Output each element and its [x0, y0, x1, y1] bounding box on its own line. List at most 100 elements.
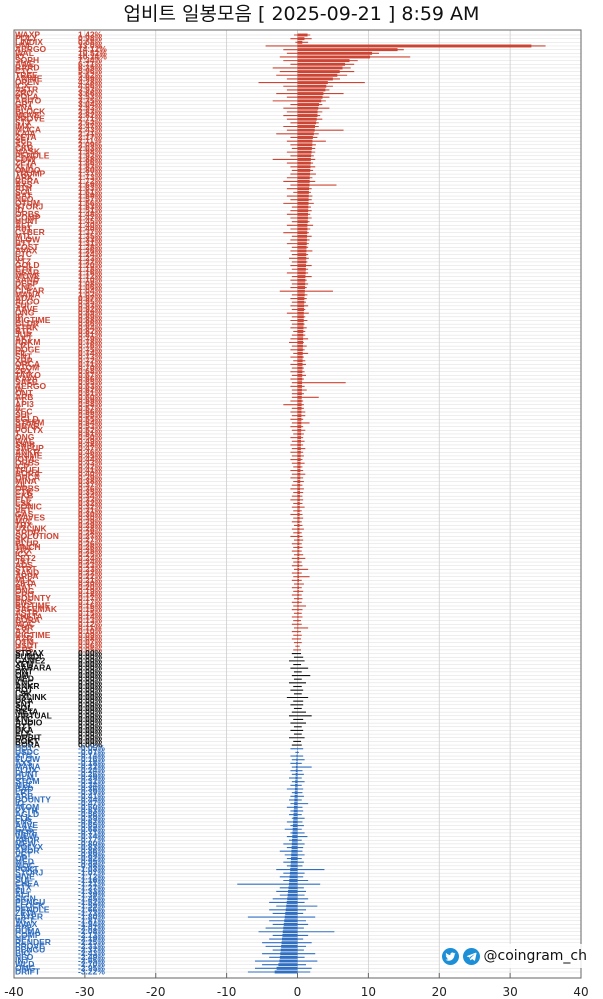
change-bar — [297, 147, 312, 150]
change-bar — [297, 436, 302, 440]
change-bar — [297, 395, 302, 399]
coin-name-label: ARDR — [15, 835, 40, 845]
coin-change-label: -0.62% — [78, 816, 105, 826]
change-bar — [297, 560, 300, 564]
coin-change-label: 1.53% — [78, 202, 103, 212]
coin-name-label: RENDER — [15, 937, 51, 947]
coin-change-label: 0.14% — [78, 611, 103, 621]
change-bar — [297, 37, 305, 41]
coin-name-label: PEPE — [15, 827, 38, 837]
change-bar — [297, 95, 323, 99]
coin-name-label: STEEM — [15, 417, 44, 427]
coin-name-label: WAVES — [15, 513, 45, 523]
change-bar — [297, 238, 307, 242]
coin-name-label: MLK — [15, 575, 34, 585]
coin-name-label: XEC — [15, 406, 32, 416]
coin-name-label: SIGN — [15, 893, 36, 903]
change-bar — [297, 289, 305, 293]
coin-change-label: -1.59% — [78, 901, 105, 911]
coin-name-label: OPEN — [15, 77, 39, 87]
change-bar — [297, 59, 350, 63]
coin-change-label: 0.24% — [78, 557, 103, 567]
coin-change-label: 1.20% — [78, 260, 103, 270]
coin-change-label: 1.56% — [78, 198, 103, 208]
change-bar — [297, 362, 303, 366]
change-bar — [293, 820, 298, 824]
coin-name-label: BIGTIME — [15, 630, 51, 640]
change-bar — [297, 428, 302, 432]
coin-name-label: ARDR — [15, 846, 40, 856]
change-bar — [297, 223, 308, 227]
change-bar — [295, 783, 298, 787]
coin-change-label: 0.28% — [78, 527, 103, 537]
change-bar — [297, 264, 307, 268]
change-bar — [295, 772, 298, 776]
change-bar — [297, 220, 308, 224]
coin-change-label: 0.82% — [78, 326, 103, 336]
change-bar — [297, 622, 299, 626]
coin-change-label: 0.34% — [78, 491, 103, 501]
coin-change-label: -2.13% — [78, 930, 105, 940]
coin-name-label: AERGO — [15, 44, 47, 54]
coin-name-label: CTC — [15, 66, 32, 76]
coin-name-label: SAFEMAK — [15, 604, 58, 614]
change-bar — [291, 846, 298, 850]
change-bar — [297, 509, 300, 513]
change-bar — [297, 355, 303, 359]
coin-name-label: BARD — [15, 62, 40, 72]
coin-name-label: SUI — [15, 300, 29, 310]
coin-change-label: 33.0% — [78, 40, 103, 50]
coin-change-label: 1.24% — [78, 249, 103, 259]
coin-change-label: 0.15% — [78, 604, 103, 614]
change-bar — [297, 198, 309, 202]
coin-change-label: 0.00% — [78, 666, 103, 676]
change-bar — [292, 838, 298, 842]
change-bar — [297, 351, 303, 355]
coin-change-label: 3.66% — [78, 88, 103, 98]
coin-name-label: ONT — [15, 388, 34, 398]
coin-name-label: ARDR — [15, 527, 40, 537]
coin-change-label: 0.00% — [78, 659, 103, 669]
change-bar — [297, 311, 304, 315]
coin-name-label: MANA — [15, 289, 41, 299]
change-bar — [297, 359, 303, 363]
change-bar — [276, 966, 298, 970]
coin-name-label: CKB — [15, 143, 33, 153]
change-bar — [297, 201, 309, 205]
coin-name-label: STRK — [15, 322, 39, 332]
coin-name-label: FLOW — [15, 234, 41, 244]
change-bar — [297, 172, 311, 176]
coin-change-label: 0.76% — [78, 341, 103, 351]
change-bar — [297, 597, 299, 601]
coin-change-label: -1.66% — [78, 904, 105, 914]
change-bar — [297, 333, 304, 337]
change-bar — [294, 798, 298, 802]
change-bar — [297, 194, 309, 198]
coin-name-label: ICX — [15, 549, 30, 559]
coin-change-label: 0.00% — [78, 685, 103, 695]
coin-name-label: CYBER — [15, 227, 45, 237]
change-bar — [297, 600, 299, 604]
coin-name-label: PYTH — [15, 805, 38, 815]
coin-change-label: 0.20% — [78, 582, 103, 592]
coin-change-label: 1.48% — [78, 209, 103, 219]
coin-change-label: 1.73% — [78, 172, 103, 182]
coin-change-label: 1.51% — [78, 205, 103, 215]
coin-change-label: -0.95% — [78, 857, 105, 867]
coin-name-label: META — [15, 707, 38, 717]
coin-name-label: SKL — [15, 535, 32, 545]
change-bar — [297, 337, 304, 341]
change-bar — [297, 414, 302, 418]
coin-change-label: 0.66% — [78, 374, 103, 384]
change-bar — [297, 33, 308, 37]
change-bar — [297, 92, 324, 96]
change-bar — [280, 952, 298, 956]
change-bar — [297, 619, 299, 623]
coin-change-label: 0.26% — [78, 538, 103, 548]
coin-name-label: MOVE — [15, 110, 40, 120]
change-bar — [287, 897, 298, 901]
change-bar — [297, 469, 301, 473]
coin-change-label: 0.61% — [78, 388, 103, 398]
coin-name-label: UNI — [15, 40, 30, 50]
coin-name-label: ZETA — [15, 158, 37, 168]
